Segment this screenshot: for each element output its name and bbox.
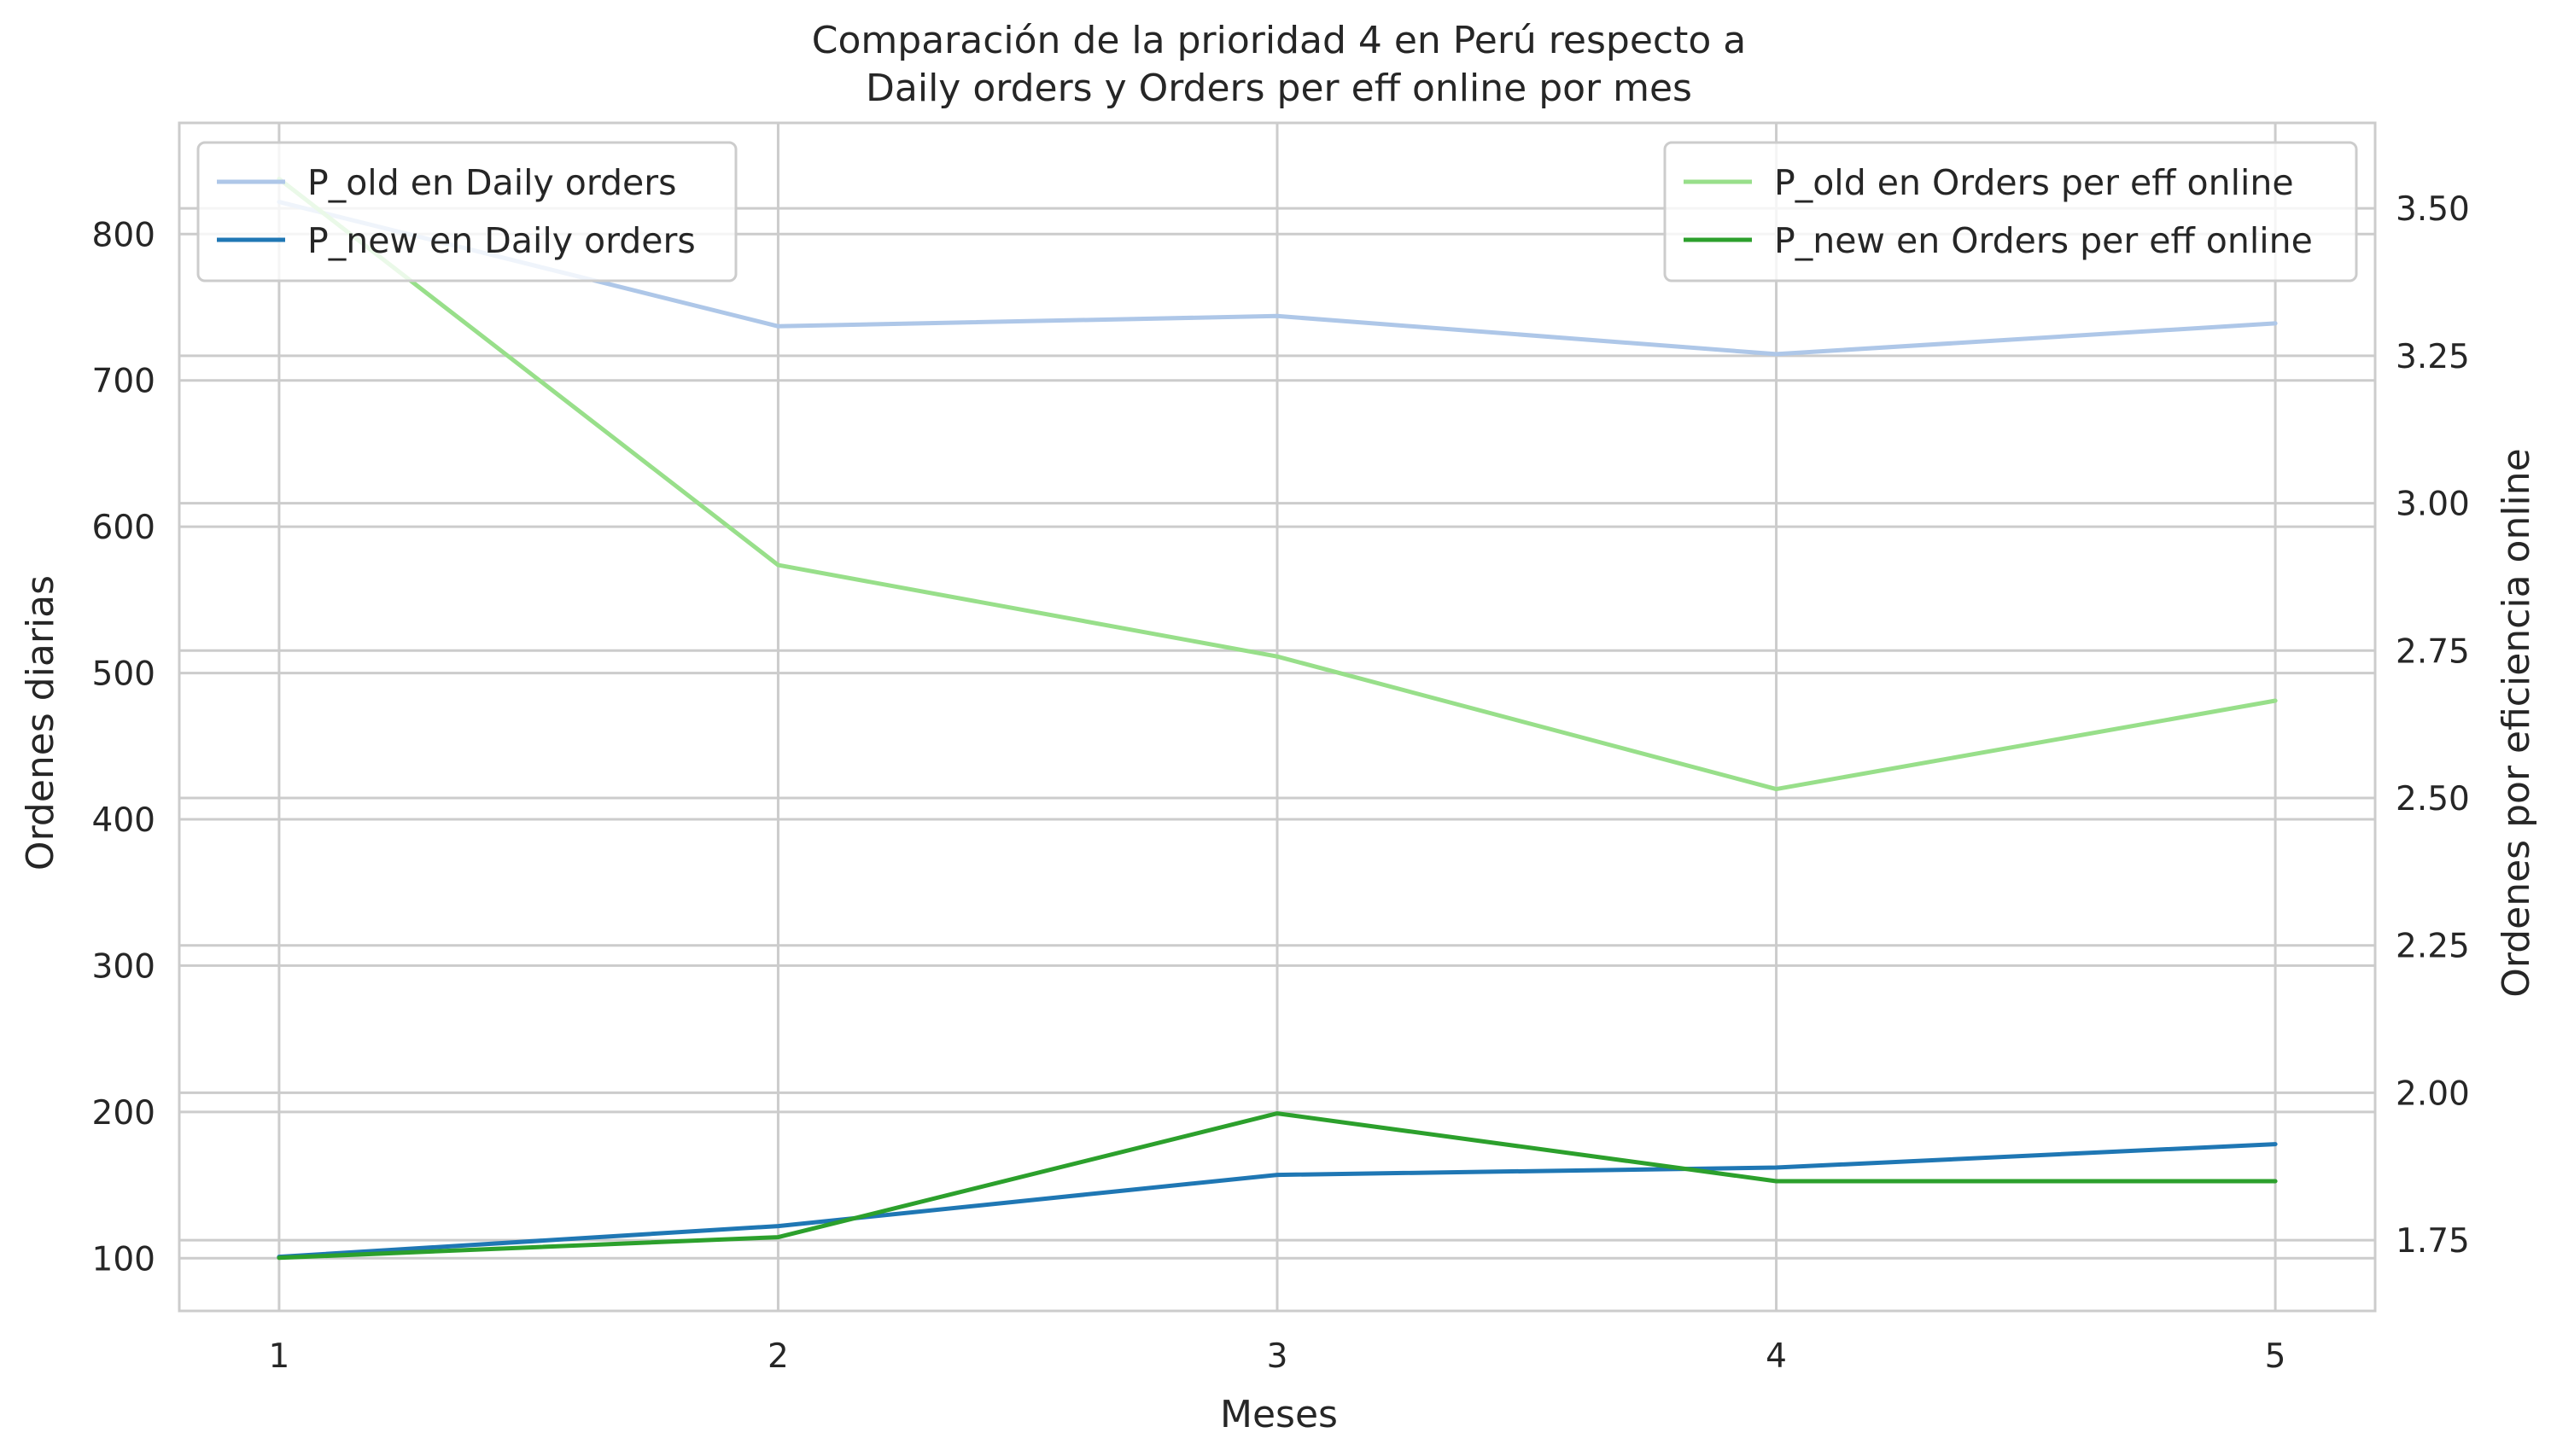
legend-right: P_old en Orders per eff online P_new en O… [1663,141,2358,282]
grid-layer [179,123,2375,1311]
plot-frame [178,121,2377,1313]
y-right-tick-label: 3.50 [2396,190,2470,229]
legend-entry-label: P_new en Daily orders [307,220,696,261]
x-axis-label: Meses [1220,1393,1338,1436]
legend-box [196,141,738,282]
y-left-tick-label: 200 [92,1094,155,1133]
y-left-tick-label: 500 [92,655,155,694]
x-tick-label: 5 [2265,1337,2286,1376]
legend-entry-label: P_old en Daily orders [307,162,676,203]
x-tick-label: 3 [1267,1337,1288,1376]
legend-entry-label: P_old en Orders per eff online [1774,162,2294,203]
y-left-tick-label: 400 [92,801,155,840]
y-left-tick-label: 800 [92,216,155,254]
series-line-left-1 [277,1142,2278,1260]
x-tick-label: 2 [768,1337,789,1376]
ticks-layer: 1 2 3 4 5 100 200 300 400 500 600 700 800 1.75 2.00 2.2… [92,190,2470,1376]
y-left-tick-label: 100 [92,1240,155,1278]
x-tick-label: 4 [1766,1337,1787,1376]
x-tick-label: 1 [268,1337,289,1376]
y-right-tick-label: 3.25 [2396,338,2470,376]
series-line-left-0 [277,200,2278,357]
y-right-tick-label: 1.75 [2396,1222,2470,1261]
series-line-right-0 [277,177,2278,792]
legend-box [1663,141,2358,282]
y-axis-label-right: Ordenes por eficiencia online [2495,448,2538,997]
y-right-tick-label: 2.25 [2396,928,2470,966]
chart-title-line-2: Daily orders y Orders per eff online por… [866,67,1692,110]
y-left-tick-label: 300 [92,947,155,986]
y-axis-label-left: Ordenes diarias [19,575,62,871]
y-right-tick-label: 2.75 [2396,632,2470,671]
y-left-tick-label: 600 [92,509,155,547]
y-right-tick-label: 3.00 [2396,486,2470,524]
y-right-tick-label: 2.00 [2396,1075,2470,1113]
y-left-tick-label: 700 [92,363,155,401]
chart-title-line-1: Comparación de la prioridad 4 en Perú re… [812,19,1746,62]
legend-left: P_old en Daily orders P_new en Daily orde… [196,141,738,282]
y-right-tick-label: 2.50 [2396,780,2470,818]
series-line-right-1 [277,1111,2278,1261]
legend-entry-label: P_new en Orders per eff online [1774,220,2313,261]
series-layer [277,177,2278,1261]
